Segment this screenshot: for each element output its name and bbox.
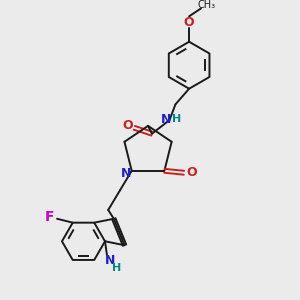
Text: N: N [121,167,131,180]
Text: CH₃: CH₃ [198,0,216,10]
Text: H: H [172,114,181,124]
Text: O: O [187,166,197,179]
Text: F: F [44,210,54,224]
Text: N: N [160,112,171,125]
Text: H: H [112,263,122,273]
Text: O: O [184,16,194,29]
Text: N: N [105,254,115,267]
Text: O: O [122,119,133,132]
